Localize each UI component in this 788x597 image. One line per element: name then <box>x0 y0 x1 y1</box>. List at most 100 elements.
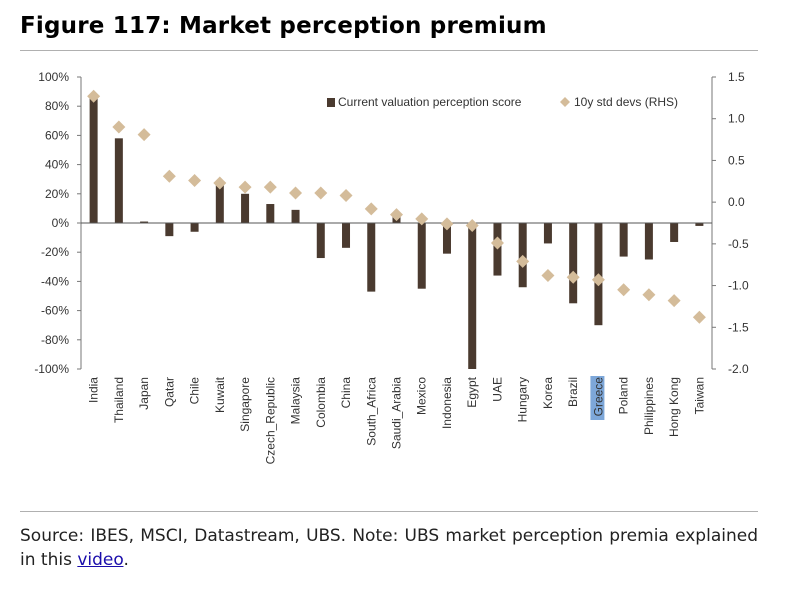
market-perception-chart: 100% 80% 60% 40% 20% 0% -20% -40% -60% -80% -100% 1… <box>34 70 749 464</box>
point-japan <box>137 128 151 142</box>
source-note: Source: IBES, MSCI, Datastream, UBS. Not… <box>20 524 758 572</box>
bar-thailand <box>114 138 123 223</box>
video-link[interactable]: video <box>77 550 124 570</box>
x-tick-label: Chile <box>188 377 202 405</box>
bar-hong-kong <box>670 223 679 242</box>
bar-china <box>342 223 351 248</box>
y-left-tick-label: 80% <box>45 99 69 113</box>
y-right-tick-label: 1.0 <box>728 112 745 126</box>
point-kuwait <box>213 176 227 190</box>
point-greece <box>591 273 605 287</box>
x-tick-label: Korea <box>541 377 555 409</box>
y-left-tick-label: 0% <box>52 216 70 230</box>
bar-egypt <box>468 223 477 369</box>
bar-singapore <box>241 193 250 223</box>
x-tick-label: Colombia <box>314 377 328 428</box>
bar-poland <box>619 223 628 257</box>
point-thailand <box>112 120 126 134</box>
bar-india <box>89 97 98 223</box>
point-malaysia <box>289 186 303 200</box>
source-text: Source: IBES, MSCI, Datastream, UBS. Not… <box>20 526 758 570</box>
x-tick-label: Saudi_Arabia <box>390 377 404 449</box>
bar-mexico <box>417 223 426 289</box>
bar-malaysia <box>291 209 300 223</box>
y-left-tick-label: -60% <box>41 304 69 318</box>
bar-chile <box>190 223 199 232</box>
x-tick-label: Indonesia <box>440 377 454 429</box>
x-tick-label: China <box>339 377 353 409</box>
point-mexico <box>415 212 429 226</box>
y-right-tick-label: 0.0 <box>728 195 745 209</box>
point-poland <box>617 283 631 297</box>
y-left-tick-label: -40% <box>41 274 69 288</box>
source-tail: . <box>123 550 129 570</box>
y-right-tick-label: 0.5 <box>728 153 745 167</box>
point-brazil <box>566 270 580 284</box>
point-singapore <box>238 180 252 194</box>
y-right-tick-label: -1.5 <box>728 320 749 334</box>
point-colombia <box>314 186 328 200</box>
point-saudi-arabia <box>390 208 403 222</box>
bar-korea <box>543 223 552 244</box>
x-tick-label: Kuwait <box>213 376 227 413</box>
legend: Current valuation perception score 10y st… <box>327 95 678 109</box>
figure-title: Figure 117: Market perception premium <box>20 13 547 39</box>
bar-colombia <box>316 223 325 259</box>
x-tick-label: Egypt <box>465 376 479 407</box>
point-uae <box>490 236 504 250</box>
y-left-tick-label: 100% <box>38 70 69 84</box>
x-tick-label: Malaysia <box>289 377 303 425</box>
point-qatar <box>162 169 176 183</box>
x-tick-label: Mexico <box>415 377 429 415</box>
top-divider <box>20 50 758 51</box>
x-tick-label: Taiwan <box>692 377 706 414</box>
x-tick-label: India <box>87 377 101 403</box>
x-tick-label: Philippines <box>642 377 656 435</box>
bar-south-africa <box>367 223 376 292</box>
point-hong-kong <box>667 294 681 308</box>
point-indonesia <box>440 217 454 231</box>
x-tick-label: Poland <box>617 377 631 414</box>
bar-czech-republic <box>266 204 275 223</box>
bar-kuwait <box>215 183 224 223</box>
bar-taiwan <box>695 223 704 226</box>
y-left-tick-label: 20% <box>45 187 69 201</box>
x-tick-label: Brazil <box>566 377 580 407</box>
y-right-tick-label: 1.5 <box>728 70 745 84</box>
point-czech-republic <box>263 180 277 194</box>
point-taiwan <box>692 310 706 324</box>
bottom-divider <box>20 511 758 512</box>
y-left-tick-label: 60% <box>45 128 69 142</box>
x-tick-label: UAE <box>490 377 504 402</box>
point-chile <box>188 173 202 187</box>
point-china <box>339 188 353 202</box>
x-tick-label: Czech_Republic <box>263 377 277 464</box>
x-tick-label: Singapore <box>238 377 252 432</box>
x-tick-label: Thailand <box>112 377 126 423</box>
y-right-tick-label: -2.0 <box>728 362 749 376</box>
bar-indonesia <box>442 223 451 254</box>
x-tick-label: South_Africa <box>364 377 378 446</box>
bar-japan <box>140 221 149 223</box>
x-tick-label: Qatar <box>162 377 176 407</box>
point-hungary <box>516 254 530 268</box>
y-left-tick-label: -100% <box>34 362 69 376</box>
y-left-tick-label: -20% <box>41 245 69 259</box>
legend-swatch-bar <box>327 98 335 107</box>
point-india <box>87 89 101 103</box>
bar-philippines <box>644 223 653 260</box>
x-tick-label: Japan <box>137 377 151 410</box>
point-south-africa <box>364 202 378 216</box>
x-tick-label: Hong Kong <box>667 377 681 437</box>
point-egypt <box>465 219 479 233</box>
x-tick-label: Hungary <box>516 377 530 422</box>
legend-swatch-diamond <box>560 97 570 107</box>
highlight-greece <box>590 376 605 420</box>
x-tick-label: Greece <box>591 377 605 417</box>
y-right-tick-label: -1.0 <box>728 279 749 293</box>
y-left-tick-label: 40% <box>45 158 69 172</box>
legend-label-diamond: 10y std devs (RHS) <box>574 95 678 109</box>
point-philippines <box>642 288 656 302</box>
legend-label-bar: Current valuation perception score <box>338 95 522 109</box>
bar-brazil <box>569 223 578 304</box>
